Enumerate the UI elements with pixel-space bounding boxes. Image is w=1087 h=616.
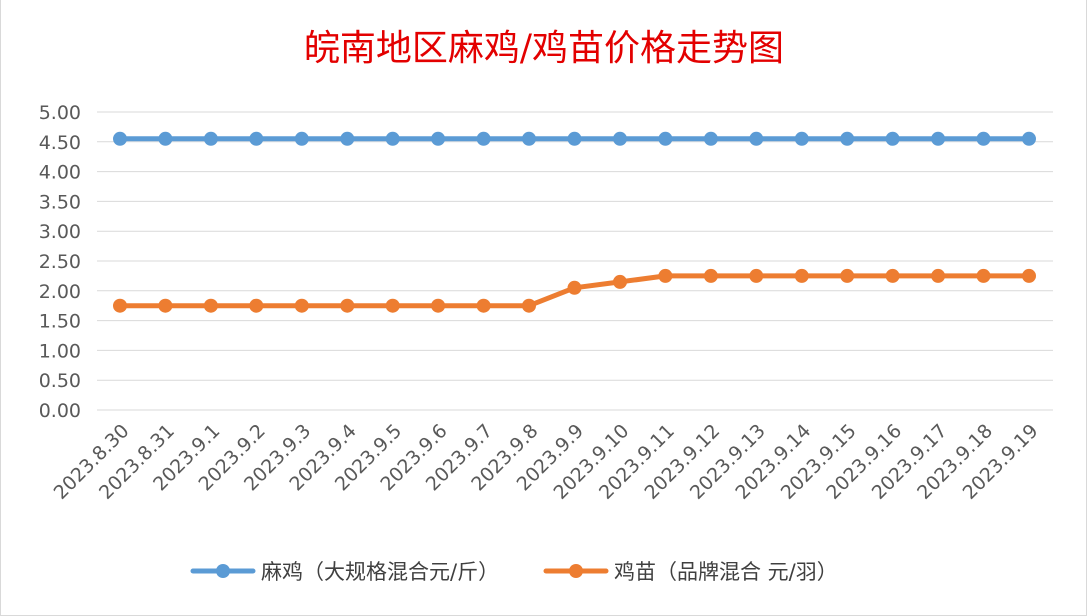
data-point bbox=[931, 268, 946, 283]
data-point bbox=[613, 131, 627, 146]
data-point bbox=[885, 268, 900, 283]
legend-marker bbox=[569, 564, 583, 578]
data-point bbox=[658, 131, 673, 146]
y-tick-label: 2.50 bbox=[39, 251, 81, 273]
data-point bbox=[158, 298, 173, 313]
y-tick-label: 2.00 bbox=[39, 281, 81, 303]
data-point bbox=[203, 298, 218, 313]
data-point bbox=[158, 131, 173, 146]
data-point bbox=[703, 268, 718, 283]
data-point bbox=[385, 298, 400, 313]
data-point bbox=[885, 131, 900, 146]
data-point bbox=[840, 268, 855, 283]
legend-item: 鸡苗（品牌混合 元/羽） bbox=[543, 560, 838, 584]
y-tick-label: 0.00 bbox=[39, 400, 81, 422]
data-point bbox=[794, 131, 809, 146]
data-point bbox=[385, 131, 400, 146]
data-point bbox=[476, 131, 491, 146]
data-point bbox=[976, 131, 991, 146]
data-point bbox=[522, 298, 536, 313]
data-point bbox=[658, 268, 673, 283]
data-point bbox=[203, 131, 218, 146]
data-point bbox=[931, 131, 946, 146]
data-point bbox=[567, 280, 582, 295]
y-tick-label: 5.00 bbox=[39, 102, 81, 124]
y-tick-label: 1.00 bbox=[39, 340, 81, 362]
data-point bbox=[522, 131, 536, 146]
data-point bbox=[976, 268, 991, 283]
y-tick-label: 4.50 bbox=[39, 132, 81, 154]
data-point bbox=[249, 131, 264, 146]
legend-marker bbox=[216, 564, 230, 578]
data-point bbox=[749, 268, 764, 283]
data-point bbox=[749, 131, 764, 146]
data-point bbox=[840, 131, 855, 146]
legend-item: 麻鸡（大规格混合元/斤） bbox=[190, 560, 499, 584]
data-point bbox=[1022, 131, 1036, 146]
y-tick-label: 3.00 bbox=[39, 221, 81, 243]
data-point bbox=[340, 131, 355, 146]
data-point bbox=[294, 298, 309, 313]
series-2 bbox=[113, 268, 1036, 313]
data-point bbox=[113, 298, 127, 313]
data-point bbox=[794, 268, 809, 283]
series-1 bbox=[113, 131, 1036, 146]
y-tick-label: 1.50 bbox=[39, 311, 81, 333]
series-layer bbox=[113, 131, 1036, 313]
data-point bbox=[294, 131, 309, 146]
y-tick-label: 3.50 bbox=[39, 191, 81, 213]
legend-label: 鸡苗（品牌混合 元/羽） bbox=[614, 560, 838, 584]
chart-title: 皖南地区麻鸡/鸡苗价格走势图 bbox=[304, 28, 784, 69]
y-tick-label: 0.50 bbox=[39, 370, 81, 392]
data-point bbox=[431, 131, 446, 146]
data-point bbox=[1022, 268, 1036, 283]
legend: 麻鸡（大规格混合元/斤） 鸡苗（品牌混合 元/羽） bbox=[190, 560, 838, 584]
data-point bbox=[476, 298, 491, 313]
y-axis-ticks: 0.00 0.50 1.00 1.50 2.00 2.50 3.00 3.50 4.00 4.50… bbox=[39, 102, 81, 422]
data-point bbox=[613, 274, 627, 289]
data-point bbox=[249, 298, 264, 313]
x-axis-ticks: 2023.8.302023.8.312023.9.12023.9.22023.9… bbox=[50, 420, 1043, 504]
data-point bbox=[431, 298, 446, 313]
data-point bbox=[113, 131, 127, 146]
data-point bbox=[340, 298, 355, 313]
legend-label: 麻鸡（大规格混合元/斤） bbox=[261, 560, 499, 584]
data-point bbox=[567, 131, 582, 146]
data-point bbox=[703, 131, 718, 146]
gridlines bbox=[97, 111, 1053, 411]
y-tick-label: 4.00 bbox=[39, 162, 81, 184]
